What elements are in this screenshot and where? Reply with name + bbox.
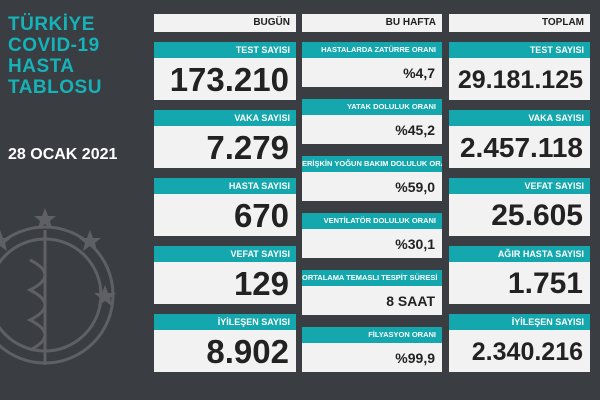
total-recovered-card: İYİLEŞEN SAYISI 2.340.216 <box>449 314 590 372</box>
week-contact-time-card: ORTALAMA TEMASLI TESPİT SÜRESİ 8 SAAT <box>302 270 442 315</box>
card-value: 25.605 <box>449 194 590 236</box>
total-critical-card: AĞIR HASTA SAYISI 1.751 <box>449 246 590 304</box>
title-line: TABLOSU <box>8 77 102 98</box>
column-header-this-week: BU HAFTA <box>302 14 442 32</box>
title-line: HASTA <box>8 56 75 77</box>
title-line: COVID-19 <box>8 35 100 56</box>
card-value: 1.751 <box>449 262 590 304</box>
card-value: 7.279 <box>154 126 296 168</box>
week-pneumonia-card: HASTALARDA ZATÜRRE ORANI %4,7 <box>302 42 442 87</box>
today-case-card: VAKA SAYISI 7.279 <box>154 110 296 168</box>
total-test-card: TEST SAYISI 29.181.125 <box>449 42 590 100</box>
week-icu-occupancy-card: ERİŞKİN YOĞUN BAKIM DOLULUK ORANI %59,0 <box>302 156 442 201</box>
card-label: VENTİLATÖR DOLULUK ORANI <box>302 213 442 229</box>
card-value: %99,9 <box>302 343 442 372</box>
card-value: 173.210 <box>154 58 296 100</box>
total-death-card: VEFAT SAYISI 25.605 <box>449 178 590 236</box>
today-death-card: VEFAT SAYISI 129 <box>154 246 296 304</box>
card-label: İYİLEŞEN SAYISI <box>154 314 296 330</box>
card-value: 129 <box>154 262 296 304</box>
card-label: VEFAT SAYISI <box>449 178 590 194</box>
card-label: VEFAT SAYISI <box>154 246 296 262</box>
card-value: 670 <box>154 194 296 236</box>
card-value: %4,7 <box>302 58 442 87</box>
card-value: %59,0 <box>302 172 442 201</box>
today-patient-card: HASTA SAYISI 670 <box>154 178 296 236</box>
card-label: TEST SAYISI <box>154 42 296 58</box>
today-recovered-card: İYİLEŞEN SAYISI 8.902 <box>154 314 296 372</box>
total-case-card: VAKA SAYISI 2.457.118 <box>449 110 590 168</box>
week-filiation-card: FİLYASYON ORANI %99,9 <box>302 327 442 372</box>
card-label: AĞIR HASTA SAYISI <box>449 246 590 262</box>
today-test-card: TEST SAYISI 173.210 <box>154 42 296 100</box>
column-header-today: BUGÜN <box>154 14 296 32</box>
column-header-total: TOPLAM <box>449 14 590 32</box>
week-ventilator-card: VENTİLATÖR DOLULUK ORANI %30,1 <box>302 213 442 258</box>
card-label: TEST SAYISI <box>449 42 590 58</box>
title-line: TÜRKİYE <box>8 14 95 35</box>
card-label: ORTALAMA TEMASLI TESPİT SÜRESİ <box>302 270 442 286</box>
total-column: TOPLAM TEST SAYISI 29.181.125 VAKA SAYIS… <box>449 14 590 378</box>
card-label: ERİŞKİN YOĞUN BAKIM DOLULUK ORANI <box>302 156 442 172</box>
card-label: HASTA SAYISI <box>154 178 296 194</box>
card-value: 29.181.125 <box>449 58 590 100</box>
report-date: 28 OCAK 2021 <box>8 146 118 163</box>
card-label: HASTALARDA ZATÜRRE ORANI <box>302 42 442 58</box>
dashboard-title: TÜRKİYE COVID-19 HASTA TABLOSU <box>8 14 102 98</box>
card-value: 8 SAAT <box>302 286 442 315</box>
card-value: 2.457.118 <box>449 126 590 168</box>
card-label: YATAK DOLULUK ORANI <box>302 99 442 115</box>
card-value: %45,2 <box>302 115 442 144</box>
card-label: İYİLEŞEN SAYISI <box>449 314 590 330</box>
week-bed-occupancy-card: YATAK DOLULUK ORANI %45,2 <box>302 99 442 144</box>
card-label: VAKA SAYISI <box>154 110 296 126</box>
ministry-emblem-icon <box>0 208 116 365</box>
card-value: 2.340.216 <box>449 330 590 372</box>
card-value: 8.902 <box>154 330 296 372</box>
card-label: VAKA SAYISI <box>449 110 590 126</box>
card-label: FİLYASYON ORANI <box>302 327 442 343</box>
this-week-column: BU HAFTA HASTALARDA ZATÜRRE ORANI %4,7 Y… <box>302 14 442 378</box>
today-column: BUGÜN TEST SAYISI 173.210 VAKA SAYISI 7.… <box>154 14 296 378</box>
card-value: %30,1 <box>302 229 442 258</box>
